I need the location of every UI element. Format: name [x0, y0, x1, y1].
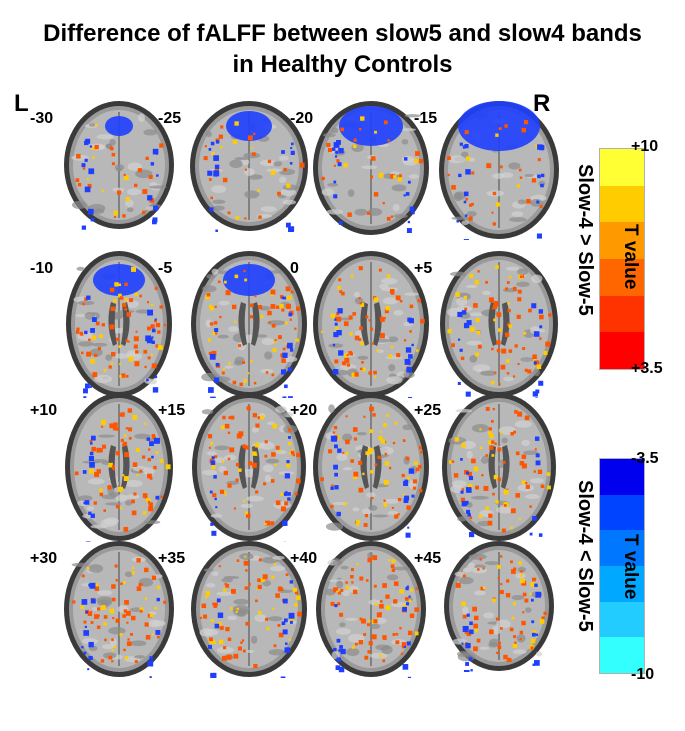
right-hemisphere-marker: R: [533, 90, 551, 117]
colorbar-positive-cell: [600, 332, 644, 369]
slice-label: +15: [158, 402, 186, 419]
left-hemisphere-marker: L: [14, 90, 29, 117]
brain-slice: [439, 101, 559, 240]
brain-slice: [440, 251, 558, 398]
brain-slice: [64, 101, 174, 230]
colorbar-positive: [599, 148, 645, 370]
slice-label: -10: [30, 260, 54, 277]
colorbar-positive-measure: T value: [620, 224, 641, 290]
brain-slice: [66, 251, 172, 398]
brain-slice: [191, 251, 307, 398]
colorbar-negative-top-tick: -3.5: [631, 450, 659, 467]
colorbar-negative-condition: Slow-4 < Slow-5: [574, 480, 596, 632]
brain-slice: [313, 393, 429, 541]
brain-slice: [192, 393, 306, 542]
figure-title: Difference of fALFF between slow5 and sl…: [0, 18, 685, 80]
slice-label: +40: [290, 550, 318, 567]
colorbar-negative-cell: [600, 565, 644, 602]
brain-slice: [444, 541, 554, 672]
colorbar-negative-title: Slow-4 < Slow-5: [573, 480, 596, 632]
colorbar-positive-bottom-tick: +3.5: [631, 360, 663, 377]
colorbar-positive-cell: [600, 222, 644, 259]
slice-label: 0: [290, 260, 299, 277]
brain-slice: [442, 393, 556, 541]
brain-slice: [316, 541, 426, 678]
slice-label: +45: [414, 550, 442, 567]
slice-label: -25: [158, 110, 182, 127]
title-line-1: Difference of fALFF between slow5 and sl…: [43, 20, 642, 47]
colorbar-positive-top-tick: +10: [631, 138, 659, 155]
colorbar-positive-title: Slow-4 > Slow-5: [573, 164, 596, 338]
colorbar-negative-cell: [600, 459, 644, 495]
title-line-2: in Healthy Controls: [232, 51, 453, 78]
slice-label: +30: [30, 550, 58, 567]
colorbar-positive-condition: Slow-4 > Slow-5: [574, 164, 596, 316]
slice-label: -5: [158, 260, 173, 277]
colorbar-negative: [599, 458, 645, 674]
colorbar-negative-cell: [600, 601, 644, 638]
colorbar-negative-cell: [600, 494, 644, 531]
colorbar-positive-cell: [600, 149, 644, 186]
slice-label: -20: [290, 110, 314, 127]
brain-slice: [313, 101, 429, 235]
colorbar-negative-cell: [600, 530, 644, 566]
colorbar-positive-cell: [600, 258, 644, 296]
slice-label: +35: [158, 550, 186, 567]
colorbar-negative-cell: [600, 637, 644, 673]
brain-slice: [313, 251, 429, 398]
brain-slice: [65, 393, 173, 542]
brain-slice: [64, 541, 174, 678]
slice-label: +25: [414, 402, 442, 419]
slice-label: -30: [30, 110, 54, 127]
brain-slice: [191, 541, 307, 678]
colorbar-positive-cell: [600, 185, 644, 223]
slice-label: +10: [30, 402, 58, 419]
slice-label: -15: [414, 110, 438, 127]
brain-slice: [190, 101, 308, 232]
slice-label: +20: [290, 402, 318, 419]
colorbar-positive-cell: [600, 295, 644, 333]
slice-label: +5: [414, 260, 433, 277]
colorbar-negative-bottom-tick: -10: [631, 666, 655, 683]
colorbar-negative-measure: T value: [620, 534, 641, 600]
